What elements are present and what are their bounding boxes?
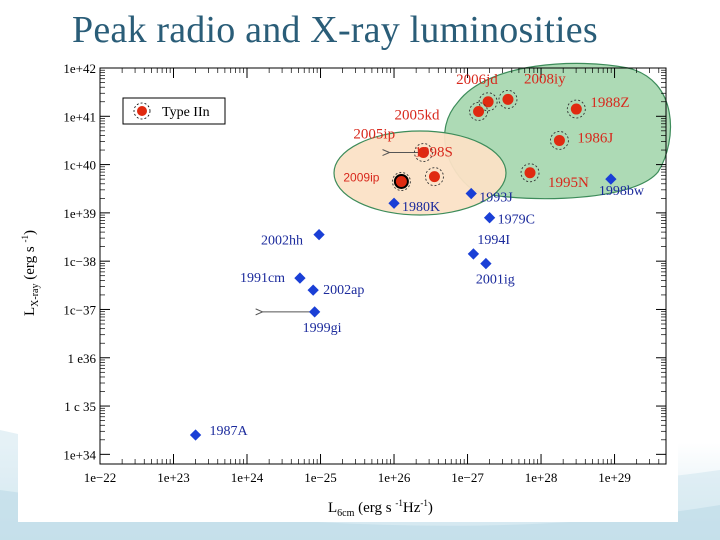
x-tick-label: 1e+28: [525, 470, 558, 485]
point-2005kd: [473, 105, 485, 117]
point-2005ip: [417, 147, 429, 159]
point-1986J: [553, 134, 565, 146]
point-label-2009ip: 2009ip: [343, 170, 379, 184]
point-2001ig: [480, 257, 492, 270]
x-axis-title: L6cm (erg s -1Hz-1): [328, 498, 433, 519]
point-2006jd: [482, 96, 494, 108]
y-tick-label: 1e+41: [63, 109, 96, 124]
point-label-2005kd: 2005kd: [395, 107, 441, 123]
y-tick-label: 1c−38: [63, 254, 96, 269]
point-ring-2006jd: [478, 92, 498, 112]
legend-marker-ring: [133, 102, 151, 120]
point-2008iy: [502, 93, 514, 105]
point-2002hh: [313, 228, 325, 241]
point-label-2008iy: 2008iy: [524, 71, 566, 87]
point-ring-2009ip: [391, 172, 411, 191]
point-ring-1995N: [520, 163, 540, 183]
y-tick-label: 1e+42: [63, 61, 96, 76]
point-ring-1986J: [549, 130, 569, 150]
point-1988Z: [570, 103, 582, 115]
point-1994I: [467, 248, 480, 260]
point-2009ip: [393, 173, 409, 189]
point-label-1988Z: 1988Z: [590, 95, 629, 111]
legend-marker: [137, 106, 147, 116]
x-tick-label: 1e+23: [157, 470, 190, 485]
y-tick-label: 1e+34: [63, 447, 96, 462]
point-label-2002ap: 2002ap: [323, 283, 364, 298]
point-ring-2005kd: [469, 102, 489, 121]
point-label-1993J: 1993J: [479, 191, 513, 206]
point-ring-2008iy: [498, 89, 518, 109]
point-1993J: [465, 187, 477, 200]
point-label-1991cm: 1991cm: [240, 271, 285, 286]
point-label-1998S: 1998S: [414, 145, 452, 161]
x-tick-label: 1e−22: [84, 470, 117, 485]
y-tick-label: 1e+39: [63, 206, 96, 221]
point-label-1986J: 1986J: [577, 130, 613, 146]
x-tick-label: 1e−25: [304, 470, 337, 485]
point-label-2006jd: 2006jd: [456, 72, 498, 88]
slide-title: Peak radio and X-ray luminosities: [72, 9, 598, 51]
y-tick-label: 1 e36: [67, 351, 96, 366]
y-tick-label: 1c−37: [63, 302, 96, 317]
point-label-1987A: 1987A: [210, 424, 249, 439]
point-ring-1988Z: [566, 99, 586, 119]
x-tick-label: 1e+24: [231, 470, 264, 485]
legend-label: Type IIn: [162, 105, 210, 120]
point-1987A: [189, 429, 202, 441]
point-label-2005ip: 2005ip: [353, 127, 395, 143]
y-tick-label: 1c+40: [63, 158, 96, 173]
point-ring-2005ip: [413, 143, 433, 162]
point-label-1999gi: 1999gi: [303, 321, 342, 336]
point-label-2002hh: 2002hh: [261, 234, 303, 249]
y-axis-title: LX-ray (erg s -1): [20, 230, 41, 316]
point-label-1998bw: 1998bw: [599, 184, 645, 199]
point-1995N: [524, 167, 536, 179]
point-label-1995N: 1995N: [548, 175, 589, 191]
point-1980K: [388, 197, 400, 209]
x-tick-label: 1e+29: [598, 470, 631, 485]
point-ring-1998S: [425, 167, 444, 187]
point-1999gi: [308, 306, 321, 318]
x-tick-label: 1e+26: [378, 470, 411, 485]
point-label-1979C: 1979C: [498, 213, 535, 228]
scatter-chart: 1e+42 1e+41 1c+40 1e+39 1c−38 1c−37 1 e36 1 c 3…: [20, 61, 672, 519]
type-iin-faint-region: [333, 130, 507, 216]
point-1991cm: [294, 272, 306, 284]
x-tick-label: 1e−27: [451, 470, 484, 485]
y-tick-label: 1 c 35: [64, 399, 96, 414]
point-label-1980K: 1980K: [402, 200, 440, 215]
point-1998bw: [605, 173, 617, 185]
point-1979C: [483, 212, 496, 224]
point-label-1994I: 1994I: [477, 233, 510, 248]
point-label-2001ig: 2001ig: [476, 273, 515, 288]
point-2002ap: [307, 284, 319, 296]
plot-area: 1e+42 1e+41 1c+40 1e+39 1c−38 1c−37 1 e36 1 c 3…: [18, 60, 678, 522]
point-1998S: [428, 171, 440, 183]
